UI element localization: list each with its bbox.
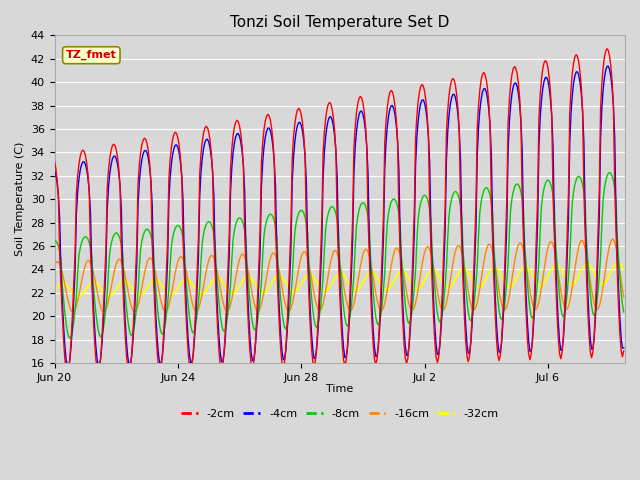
Y-axis label: Soil Temperature (C): Soil Temperature (C) [15,142,25,256]
Title: Tonzi Soil Temperature Set D: Tonzi Soil Temperature Set D [230,15,449,30]
Text: TZ_fmet: TZ_fmet [66,50,116,60]
Legend: -2cm, -4cm, -8cm, -16cm, -32cm: -2cm, -4cm, -8cm, -16cm, -32cm [177,404,503,423]
X-axis label: Time: Time [326,384,353,394]
